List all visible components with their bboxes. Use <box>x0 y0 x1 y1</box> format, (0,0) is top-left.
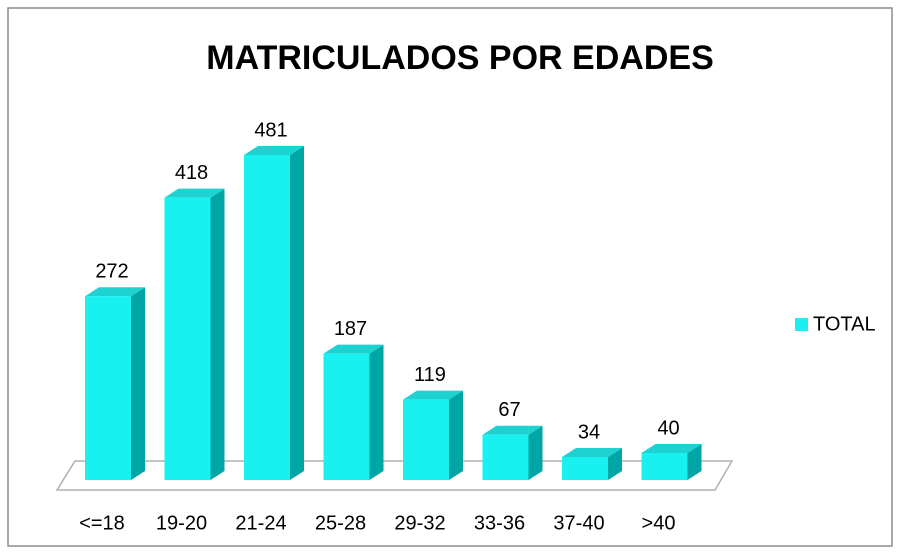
bar-top <box>641 443 702 453</box>
bar-front <box>85 296 131 480</box>
x-tick-label: 37-40 <box>553 512 604 534</box>
bar <box>641 443 702 480</box>
floor <box>55 460 734 491</box>
bar-front <box>562 457 608 480</box>
x-tick-label: 19-20 <box>156 512 207 534</box>
data-label: 418 <box>175 162 208 184</box>
bar-top <box>85 287 145 297</box>
bar-top <box>244 146 304 155</box>
bar-side <box>528 425 543 480</box>
bar-side <box>449 390 463 480</box>
data-label: 272 <box>95 260 128 282</box>
bar-front <box>403 399 449 480</box>
x-tick-label: 29-32 <box>394 512 445 534</box>
bar <box>85 287 145 480</box>
bar-top <box>403 390 463 400</box>
bar-top <box>323 344 384 354</box>
bar <box>562 448 622 480</box>
data-label: 67 <box>498 399 520 421</box>
x-tick-label: 25-28 <box>315 512 366 534</box>
bar-side <box>608 448 622 480</box>
legend-swatch <box>795 318 808 331</box>
bar-front <box>641 452 688 480</box>
bar-side <box>290 146 304 480</box>
bar <box>244 146 304 480</box>
bar-front <box>323 353 370 480</box>
bar-top <box>482 425 543 435</box>
bar-side <box>687 443 702 480</box>
bar-front <box>164 197 211 480</box>
bar-side <box>131 287 145 480</box>
data-label: 187 <box>334 318 367 340</box>
data-label: 481 <box>254 119 287 141</box>
x-tick-label: <=18 <box>79 512 125 534</box>
data-label: 40 <box>657 417 679 439</box>
bar-top <box>164 188 225 198</box>
bar <box>164 188 225 480</box>
bar-front <box>244 155 290 480</box>
bar <box>403 390 463 480</box>
bar <box>323 344 384 480</box>
bar-front <box>482 434 529 480</box>
bar-side <box>369 344 384 480</box>
x-tick-label: 21-24 <box>235 512 286 534</box>
chart-title: MATRICULADOS POR EDADES <box>206 39 714 77</box>
x-tick-label: >40 <box>642 512 676 534</box>
bar-top <box>562 448 622 458</box>
bar-side <box>210 188 225 480</box>
bar <box>482 425 543 480</box>
x-tick-label: 33-36 <box>474 512 525 534</box>
legend-label: TOTAL <box>813 313 876 335</box>
data-label: 119 <box>414 364 446 386</box>
data-label: 34 <box>578 421 600 443</box>
